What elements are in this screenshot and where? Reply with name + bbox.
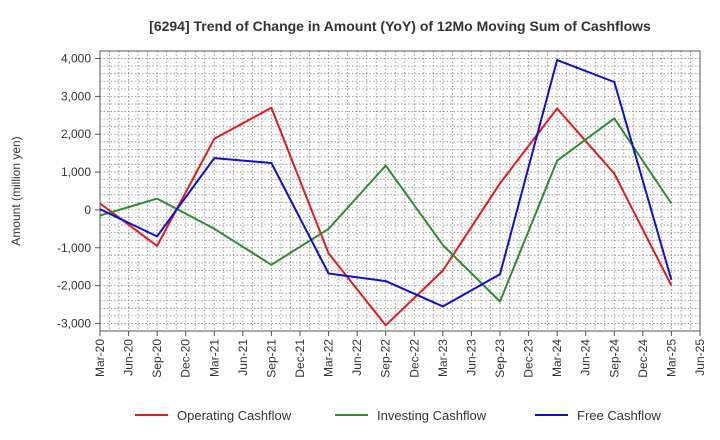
legend-label-free-cashflow: Free Cashflow: [577, 408, 661, 423]
legend-label-investing-cashflow: Investing Cashflow: [377, 408, 487, 423]
legend-label-operating-cashflow: Operating Cashflow: [177, 408, 292, 423]
x-tick-label: Sep-23: [493, 339, 507, 378]
x-tick-label: Mar-20: [93, 339, 107, 377]
y-tick-label: 1,000: [61, 165, 91, 179]
x-tick-label: Sep-21: [264, 339, 278, 378]
grid: [99, 50, 701, 332]
x-tick-label: Dec-21: [293, 339, 307, 378]
x-tick-label: Mar-21: [207, 339, 221, 377]
plot-frame: [99, 50, 701, 332]
x-tick-label: Dec-22: [407, 339, 421, 378]
legend: Operating Cashflow Investing Cashflow Free…: [135, 408, 661, 423]
operating-cashflow-line: [99, 106, 673, 327]
investing-cashflow-line: [99, 117, 673, 303]
x-tick-label: Sep-24: [607, 339, 621, 378]
x-tick-label: Jun-23: [464, 339, 478, 376]
x-tick-label: Dec-24: [636, 339, 650, 378]
x-tick-label: Dec-23: [522, 339, 536, 378]
y-axis-label: Amount (million yen): [9, 136, 23, 245]
x-tick-label: Sep-20: [150, 339, 164, 378]
x-tick-label: Mar-22: [322, 339, 336, 377]
y-tick-label: -1,000: [57, 241, 91, 255]
y-tick-label: 3,000: [61, 89, 91, 103]
x-tick-label: Jun-25: [693, 339, 707, 376]
y-tick-label: -2,000: [57, 279, 91, 293]
x-tick-label: Mar-25: [664, 339, 678, 377]
y-tick-label: 4,000: [61, 52, 91, 66]
x-tick-label: Jun-22: [350, 339, 364, 376]
y-tick-label: -3,000: [57, 316, 91, 330]
chart-title: [6294] Trend of Change in Amount (YoY) o…: [149, 18, 651, 34]
y-tick-label: 0: [84, 203, 91, 217]
free-cashflow-line: [99, 59, 673, 308]
x-tick-label: Jun-24: [579, 339, 593, 376]
series-layer: [99, 59, 673, 327]
x-tick-label: Sep-22: [379, 339, 393, 378]
x-tick-label: Dec-20: [179, 339, 193, 378]
y-tick-label: 2,000: [61, 127, 91, 141]
x-tick-label: Jun-20: [122, 339, 136, 376]
x-tick-label: Mar-24: [550, 339, 564, 377]
axes: -3,000 -2,000 -1,000 0 1,000 2,000 3,000 4,000 M…: [57, 50, 707, 378]
x-tick-label: Jun-21: [236, 339, 250, 376]
x-tick-label: Mar-23: [436, 339, 450, 377]
